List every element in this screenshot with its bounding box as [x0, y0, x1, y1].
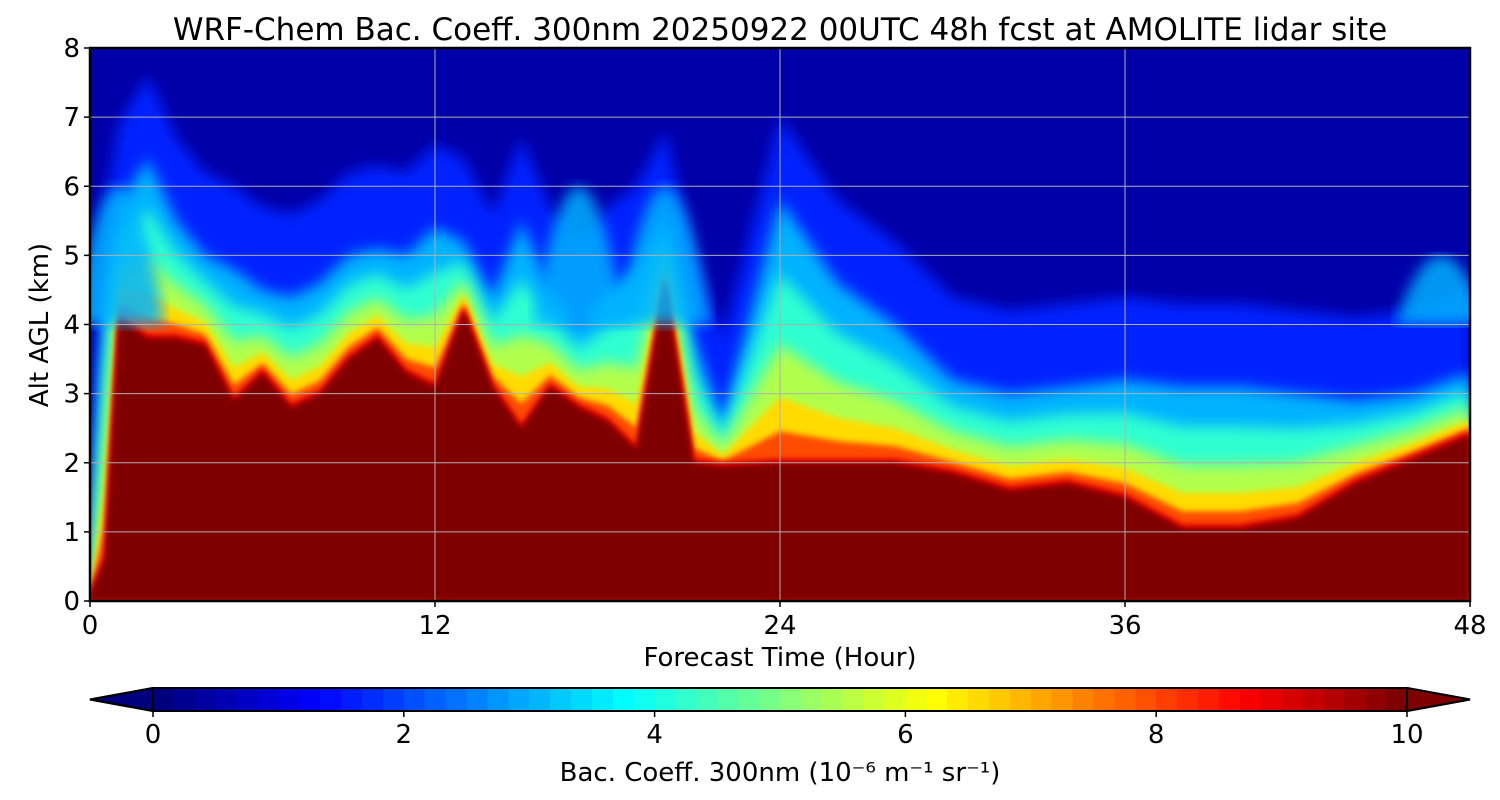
y-tick-label: 6	[63, 172, 80, 202]
colorbar-tick-label: 6	[897, 720, 914, 750]
x-axis-ticks: 0 12 24 36 48	[82, 601, 1487, 641]
colorbar-tick-label: 0	[145, 720, 162, 750]
y-tick-label: 1	[63, 518, 80, 548]
y-tick-label: 0	[63, 587, 80, 617]
grid-lines	[90, 48, 1470, 601]
colorbar: 0 2 4 6 8 10	[89, 686, 1471, 750]
x-tick-label: 12	[418, 611, 451, 641]
x-tick-label: 0	[82, 611, 99, 641]
y-tick-label: 7	[63, 103, 80, 133]
y-tick-label: 5	[63, 241, 80, 271]
y-tick-label: 3	[63, 380, 80, 410]
y-tick-label: 4	[63, 311, 80, 341]
y-axis-label: Alt AGL (km)	[25, 243, 55, 407]
colorbar-tick-label: 4	[646, 720, 663, 750]
colorbar-label: Bac. Coeff. 300nm (10⁻⁶ m⁻¹ sr⁻¹)	[560, 758, 1001, 788]
colorbar-tick-label: 8	[1148, 720, 1165, 750]
x-tick-label: 36	[1108, 611, 1141, 641]
colorbar-bar	[153, 688, 1407, 711]
x-tick-label: 24	[763, 611, 796, 641]
y-axis-ticks: 0 1 2 3 4 5 6 7 8	[63, 34, 90, 617]
y-tick-label: 8	[63, 34, 80, 64]
plume-3	[1395, 255, 1470, 325]
colorbar-extend-low	[89, 686, 154, 713]
chart-title: WRF-Chem Bac. Coeff. 300nm 20250922 00UT…	[173, 12, 1387, 48]
colorbar-extend-high	[1406, 686, 1471, 713]
colorbar-ticks: 0 2 4 6 8 10	[145, 711, 1424, 750]
x-axis-label: Forecast Time (Hour)	[643, 643, 916, 673]
x-tick-label: 48	[1453, 611, 1486, 641]
y-tick-label: 2	[63, 449, 80, 479]
colorbar-tick-label: 2	[396, 720, 413, 750]
colorbar-tick-label: 10	[1390, 720, 1423, 750]
